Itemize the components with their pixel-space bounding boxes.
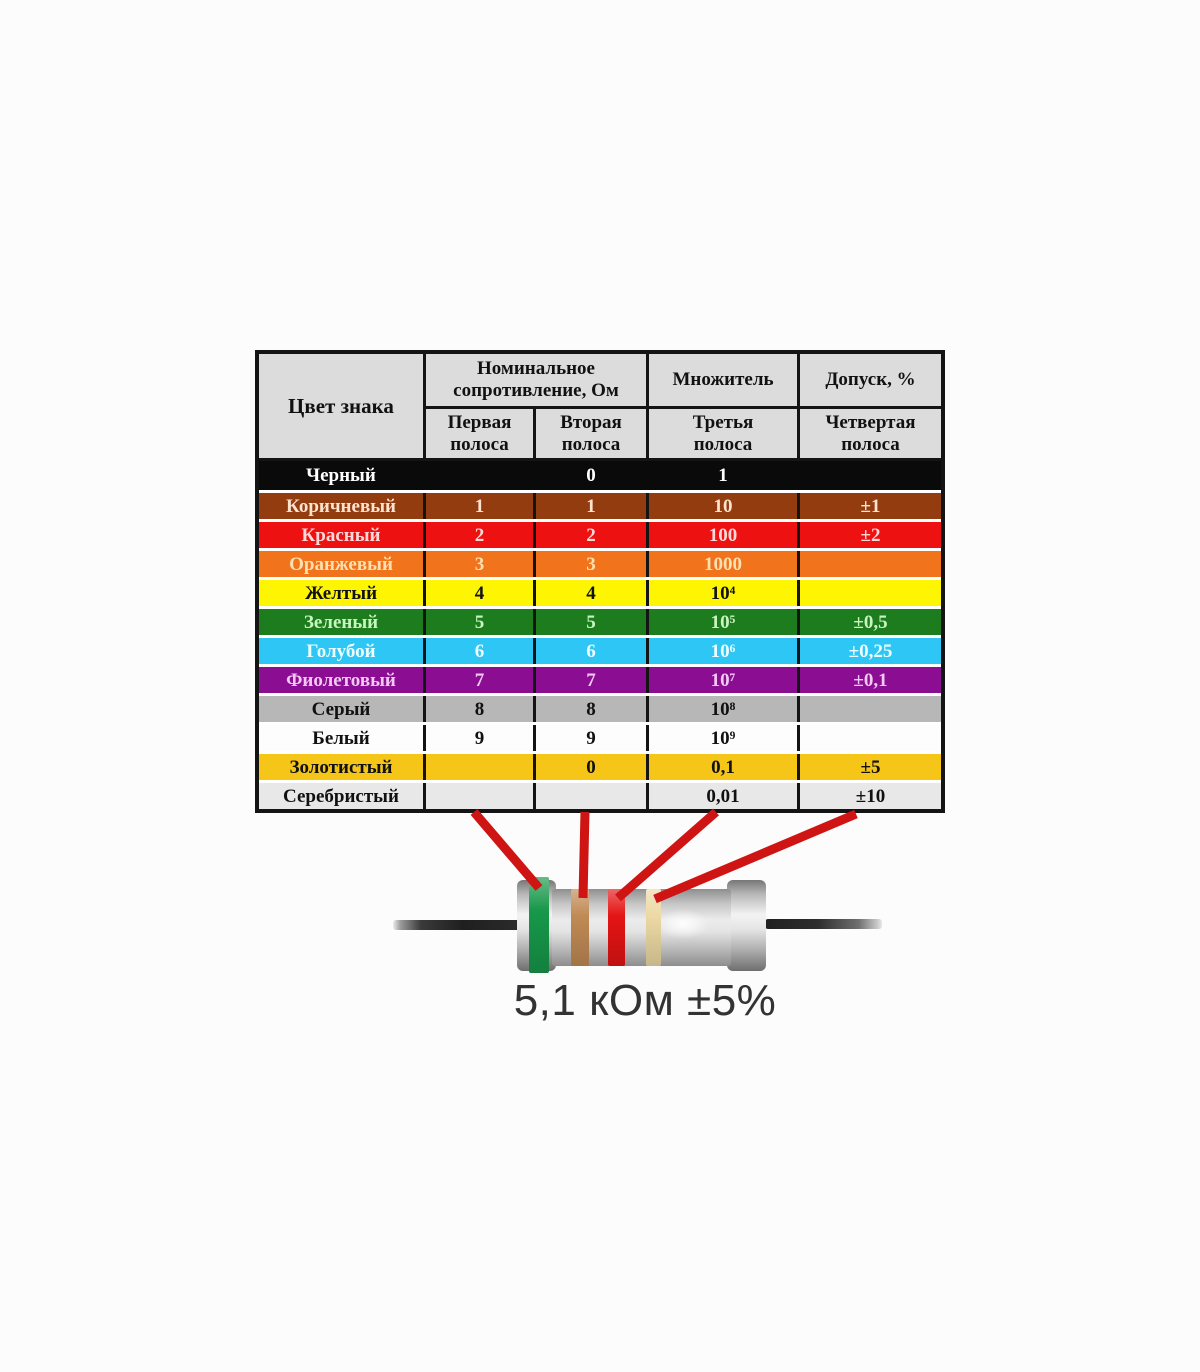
table-row-violet: Фиолетовый 7 7 10⁷ ±0,1 xyxy=(259,667,941,693)
table-row-brown: Коричневый 1 1 10 ±1 xyxy=(259,493,941,519)
cell-color-name: Серый xyxy=(311,698,371,720)
gold-band xyxy=(646,889,661,966)
table-row-silver: Серебристый 0,01 ±10 xyxy=(259,783,941,809)
pointer-second-band xyxy=(578,811,590,899)
green-band xyxy=(529,877,549,973)
resistor-color-table: Цвет знака Номинальное сопротивление, Ом… xyxy=(255,350,945,813)
cell-first-band: 1 xyxy=(423,493,533,519)
resistor-lead-left xyxy=(393,920,520,930)
header-nominal-resistance: Номинальное сопротивление, Ом xyxy=(423,354,646,406)
cell-tolerance: ±5 xyxy=(797,754,941,780)
table-row-black: Черный 0 1 xyxy=(259,461,941,490)
table-row-red: Красный 2 2 100 ±2 xyxy=(259,522,941,548)
cell-multiplier: 10⁸ xyxy=(646,696,797,722)
resistor-cap-right xyxy=(727,880,766,971)
cell-multiplier: 1000 xyxy=(646,551,797,577)
cell-color-name: Голубой xyxy=(306,640,376,662)
table-row-white: Белый 9 9 10⁹ xyxy=(259,725,941,751)
cell-color-name: Фиолетовый xyxy=(286,669,396,691)
cell-multiplier: 10⁷ xyxy=(646,667,797,693)
cell-second-band: 1 xyxy=(533,493,646,519)
cell-multiplier: 10⁹ xyxy=(646,725,797,751)
cell-multiplier: 10 xyxy=(646,493,797,519)
cell-multiplier: 10⁶ xyxy=(646,638,797,664)
cell-second-band: 3 xyxy=(533,551,646,577)
cell-tolerance: ±1 xyxy=(797,493,941,519)
red-band xyxy=(608,889,625,966)
cell-first-band: 5 xyxy=(423,609,533,635)
cell-color-name: Желтый xyxy=(304,582,378,604)
cell-second-band: 7 xyxy=(533,667,646,693)
cell-second-band: 8 xyxy=(533,696,646,722)
cell-multiplier: 100 xyxy=(646,522,797,548)
cell-color-name: Черный xyxy=(306,465,376,486)
cell-second-band: 4 xyxy=(533,580,646,606)
table-row-gold: Золотистый 0 0,1 ±5 xyxy=(259,754,941,780)
resistor-lead-right xyxy=(765,919,882,929)
table-header: Цвет знака Номинальное сопротивление, Ом… xyxy=(259,354,941,461)
cell-tolerance xyxy=(797,696,941,722)
cell-tolerance: ±0,5 xyxy=(797,609,941,635)
cell-tolerance xyxy=(797,580,941,606)
cell-color-name: Белый xyxy=(312,727,370,749)
cell-tolerance xyxy=(797,551,941,577)
cell-first-band: 8 xyxy=(423,696,533,722)
cell-second-band: 5 xyxy=(533,609,646,635)
cell-tolerance xyxy=(797,461,941,490)
cell-second-band: 6 xyxy=(533,638,646,664)
cell-multiplier: 1 xyxy=(718,465,728,486)
brown-band xyxy=(571,889,589,966)
header-group-row: Номинальное сопротивление, Ом Множитель … xyxy=(423,354,941,409)
cell-first-band: 9 xyxy=(423,725,533,751)
cell-first-band: 3 xyxy=(423,551,533,577)
header-third-band: Третья полоса xyxy=(646,409,797,458)
cell-multiplier: 0,01 xyxy=(646,783,797,809)
header-tolerance: Допуск, % xyxy=(797,354,941,406)
cell-multiplier: 0,1 xyxy=(646,754,797,780)
cell-second-band: 9 xyxy=(533,725,646,751)
cell-first-band xyxy=(423,461,533,490)
resistor-value-caption: 5,1 кОм ±5% xyxy=(513,976,777,1025)
cell-tolerance: ±0,25 xyxy=(797,638,941,664)
table-row-green: Зеленый 5 5 10⁵ ±0,5 xyxy=(259,609,941,635)
cell-second-band: 0 xyxy=(586,465,596,486)
table-row-yellow: Желтый 4 4 10⁴ xyxy=(259,580,941,606)
cell-tolerance: ±10 xyxy=(797,783,941,809)
cell-color-name: Золотистый xyxy=(289,756,393,778)
cell-second-band xyxy=(533,783,646,809)
header-fourth-band: Четвертая полоса xyxy=(797,409,941,458)
cell-multiplier: 10⁵ xyxy=(646,609,797,635)
cell-color-name: Оранжевый xyxy=(289,553,393,575)
cell-tolerance: ±2 xyxy=(797,522,941,548)
header-sub-row: Первая полоса Вторая полоса Третья полос… xyxy=(423,409,941,458)
pointer-third-band xyxy=(615,808,719,902)
cell-first-band: 6 xyxy=(423,638,533,664)
table-body: Черный 0 1 Коричневый 1 1 10 ±1 Красный … xyxy=(259,461,941,809)
cell-first-band xyxy=(423,754,533,780)
table-row-gray: Серый 8 8 10⁸ xyxy=(259,696,941,722)
table-row-orange: Оранжевый 3 3 1000 xyxy=(259,551,941,577)
header-right-block: Номинальное сопротивление, Ом Множитель … xyxy=(423,354,941,458)
cell-tolerance xyxy=(797,725,941,751)
header-first-band: Первая полоса xyxy=(423,409,533,458)
cell-first-band: 4 xyxy=(423,580,533,606)
header-second-band: Вторая полоса xyxy=(533,409,646,458)
cell-color-name: Красный xyxy=(301,524,381,546)
cell-color-name: Зеленый xyxy=(303,611,379,633)
cell-second-band: 2 xyxy=(533,522,646,548)
cell-color-name: Серебристый xyxy=(283,785,399,807)
cell-multiplier: 10⁴ xyxy=(646,580,797,606)
header-color-name: Цвет знака xyxy=(259,354,423,458)
cell-color-name: Коричневый xyxy=(286,495,396,517)
header-multiplier: Множитель xyxy=(646,354,797,406)
cell-first-band: 2 xyxy=(423,522,533,548)
cell-first-band: 7 xyxy=(423,667,533,693)
cell-second-band: 0 xyxy=(533,754,646,780)
table-row-lightblue: Голубой 6 6 10⁶ ±0,25 xyxy=(259,638,941,664)
cell-first-band xyxy=(423,783,533,809)
cell-tolerance: ±0,1 xyxy=(797,667,941,693)
